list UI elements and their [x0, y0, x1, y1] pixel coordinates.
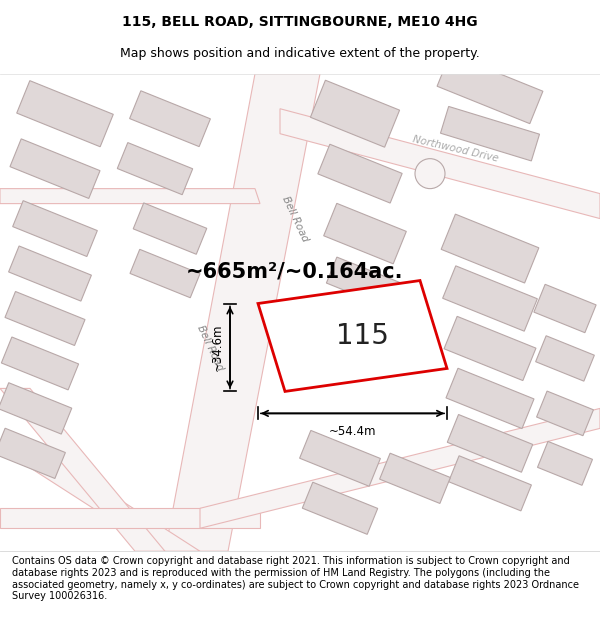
Polygon shape	[258, 281, 447, 391]
Polygon shape	[0, 382, 72, 434]
Text: Bell Road: Bell Road	[280, 194, 310, 243]
Text: Contains OS data © Crown copyright and database right 2021. This information is : Contains OS data © Crown copyright and d…	[12, 556, 579, 601]
Polygon shape	[447, 414, 533, 472]
Circle shape	[415, 159, 445, 189]
Polygon shape	[380, 453, 451, 504]
Polygon shape	[310, 80, 400, 148]
Polygon shape	[200, 408, 600, 528]
Polygon shape	[8, 246, 91, 301]
Polygon shape	[538, 441, 592, 485]
Text: Map shows position and indicative extent of the property.: Map shows position and indicative extent…	[120, 47, 480, 59]
Polygon shape	[0, 189, 260, 204]
Text: Northwood Drive: Northwood Drive	[411, 134, 499, 163]
Polygon shape	[1, 337, 79, 390]
Polygon shape	[0, 508, 260, 528]
Polygon shape	[130, 249, 200, 298]
Polygon shape	[443, 266, 538, 331]
Polygon shape	[440, 106, 539, 161]
Text: Bell Road: Bell Road	[195, 324, 225, 373]
Polygon shape	[437, 54, 543, 124]
Polygon shape	[449, 456, 532, 511]
Polygon shape	[0, 388, 165, 551]
Polygon shape	[536, 336, 595, 381]
Polygon shape	[0, 448, 200, 551]
Polygon shape	[13, 201, 97, 256]
Text: ~665m²/~0.164ac.: ~665m²/~0.164ac.	[186, 261, 404, 281]
Text: ~54.4m: ~54.4m	[329, 426, 376, 438]
Text: 115, BELL ROAD, SITTINGBOURNE, ME10 4HG: 115, BELL ROAD, SITTINGBOURNE, ME10 4HG	[122, 15, 478, 29]
Polygon shape	[323, 203, 406, 264]
Polygon shape	[10, 139, 100, 199]
Polygon shape	[446, 368, 534, 429]
Polygon shape	[534, 284, 596, 332]
Polygon shape	[536, 391, 593, 436]
Polygon shape	[280, 109, 600, 219]
Polygon shape	[326, 257, 404, 310]
Polygon shape	[299, 431, 380, 486]
Polygon shape	[133, 203, 207, 254]
Polygon shape	[130, 91, 211, 147]
Text: ~34.6m: ~34.6m	[211, 324, 224, 371]
Polygon shape	[444, 316, 536, 381]
Polygon shape	[441, 214, 539, 283]
Polygon shape	[5, 291, 85, 346]
Polygon shape	[165, 74, 320, 551]
Text: 115: 115	[336, 322, 389, 350]
Polygon shape	[17, 81, 113, 147]
Polygon shape	[318, 144, 402, 203]
Polygon shape	[0, 428, 65, 479]
Polygon shape	[118, 142, 193, 195]
Polygon shape	[302, 482, 377, 534]
